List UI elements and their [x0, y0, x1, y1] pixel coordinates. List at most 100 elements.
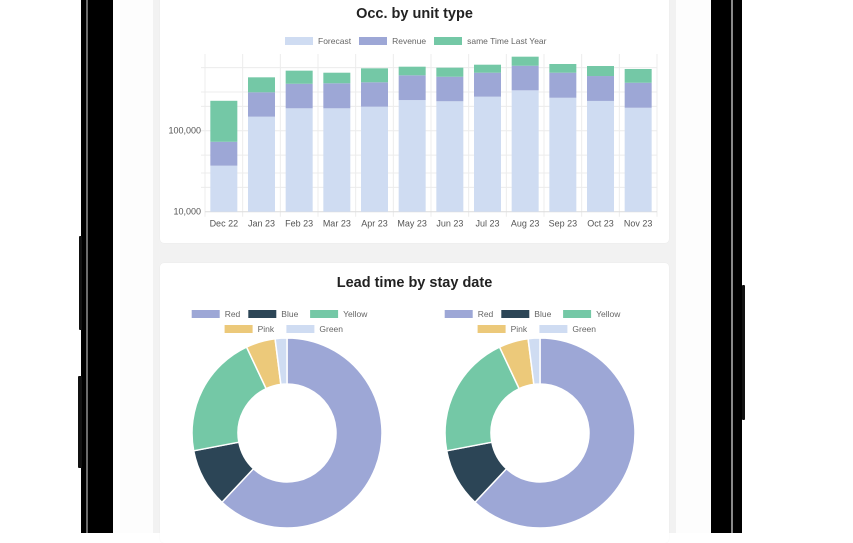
legend-label: Yellow	[343, 309, 368, 319]
bar-revenue-1[interactable]	[248, 92, 275, 117]
legend-swatch	[444, 310, 473, 318]
legend-item[interactable]: Red	[191, 309, 241, 319]
bar-revenue-6[interactable]	[436, 76, 464, 102]
bar-revenue-0[interactable]	[210, 141, 238, 166]
x-tick-label: Jun 23	[436, 219, 463, 229]
x-tick-label: Nov 23	[624, 219, 653, 229]
donut-slice-green[interactable]	[274, 337, 288, 386]
legend-label: Forecast	[318, 36, 352, 46]
legend-item[interactable]: Green	[286, 324, 343, 334]
legend-swatch	[539, 325, 568, 333]
bar-last-year-9[interactable]	[549, 63, 577, 73]
bar-revenue-3[interactable]	[323, 83, 351, 109]
legend-swatch	[286, 325, 315, 333]
legend-item[interactable]: Yellow	[563, 309, 621, 319]
bar-forecast-9[interactable]	[549, 97, 577, 212]
x-tick-label: Dec 22	[210, 219, 239, 229]
bar-last-year-2[interactable]	[285, 70, 313, 84]
legend-label: same Time Last Year	[467, 36, 547, 46]
x-tick-label: May 23	[397, 219, 427, 229]
lead-time-chart-card: Lead time by stay date Red Blue Yellow Pink…	[160, 263, 669, 543]
legend-label: Pink	[258, 324, 275, 334]
legend-swatch	[285, 37, 313, 45]
bar-last-year-4[interactable]	[361, 68, 388, 83]
bar-forecast-1[interactable]	[248, 116, 275, 212]
legend-swatch	[359, 37, 388, 45]
phone-bezel-right	[711, 0, 742, 533]
bar-last-year-7[interactable]	[474, 64, 501, 73]
bar-last-year-1[interactable]	[248, 77, 275, 93]
legend-label: Red	[478, 309, 494, 319]
chart-title: Lead time by stay date	[336, 275, 493, 291]
legend-swatch	[310, 310, 339, 318]
donut-chart-2: Red Blue Yellow Pink Green	[444, 309, 636, 529]
legend-label: Green	[319, 324, 343, 334]
donut-chart-1: Red Blue Yellow Pink Green	[191, 309, 383, 529]
x-tick-label: Feb 23	[285, 219, 313, 229]
bar-revenue-4[interactable]	[361, 82, 388, 107]
bar-revenue-11[interactable]	[624, 82, 652, 108]
bar-revenue-5[interactable]	[398, 75, 426, 101]
legend-swatch	[501, 310, 530, 318]
bar-forecast-6[interactable]	[436, 101, 464, 212]
x-tick-label: Jan 23	[248, 219, 275, 229]
donut-slice-green[interactable]	[527, 337, 541, 386]
x-tick-label: Mar 23	[323, 219, 351, 229]
bar-forecast-0[interactable]	[210, 165, 238, 212]
bar-last-year-5[interactable]	[398, 66, 426, 76]
legend-item[interactable]: Forecast	[285, 36, 351, 46]
legend-item[interactable]: Blue	[248, 309, 299, 319]
bar-forecast-8[interactable]	[511, 90, 539, 212]
bar-forecast-5[interactable]	[398, 100, 426, 212]
legend-swatch	[224, 325, 253, 333]
legend-item[interactable]: Pink	[477, 324, 528, 334]
grid-lines	[201, 54, 658, 217]
bar-forecast-11[interactable]	[624, 107, 652, 212]
phone-volume-down-button	[78, 376, 82, 468]
legend-item[interactable]: Yellow	[310, 309, 368, 319]
legend-swatch	[563, 310, 592, 318]
legend-label: Pink	[511, 324, 528, 334]
bar-chart-legend: Forecast Revenue same Time Last Year	[285, 36, 555, 46]
bar-last-year-11[interactable]	[624, 68, 652, 83]
x-tick-label: Aug 23	[511, 219, 540, 229]
bar-revenue-7[interactable]	[474, 72, 501, 97]
bar-forecast-4[interactable]	[361, 106, 388, 212]
legend-item[interactable]: Revenue	[359, 36, 426, 46]
bar-revenue-8[interactable]	[511, 65, 539, 91]
legend-item[interactable]: Blue	[501, 309, 552, 319]
legend-item[interactable]: Pink	[224, 324, 275, 334]
legend-label: Yellow	[596, 309, 621, 319]
y-tick-label: 10,000	[173, 207, 201, 217]
bar-last-year-8[interactable]	[511, 56, 539, 66]
lead-time-donut-charts: Red Blue Yellow Pink Green Red Blue Yellow Pink G…	[191, 309, 636, 529]
bar-revenue-2[interactable]	[285, 83, 313, 109]
legend-swatch	[434, 37, 463, 45]
legend-item[interactable]: same Time Last Year	[434, 36, 547, 46]
bar-forecast-3[interactable]	[323, 108, 351, 212]
bar-revenue-10[interactable]	[587, 76, 614, 101]
chart-title: Occ. by unit type	[356, 6, 473, 22]
bar-last-year-0[interactable]	[210, 100, 238, 142]
legend-label: Red	[225, 309, 241, 319]
bar-forecast-10[interactable]	[587, 100, 614, 212]
legend-item[interactable]: Green	[539, 324, 596, 334]
bar-last-year-10[interactable]	[587, 66, 614, 77]
bar-last-year-3[interactable]	[323, 72, 351, 84]
legend-item[interactable]: Red	[444, 309, 494, 319]
bar-forecast-2[interactable]	[285, 108, 313, 212]
bar-revenue-9[interactable]	[549, 72, 577, 98]
x-tick-label: Sep 23	[549, 219, 578, 229]
x-tick-label: Apr 23	[361, 219, 388, 229]
occupancy-chart-card: Occ. by unit type Forecast Revenue same Ti…	[160, 0, 669, 243]
bar-last-year-6[interactable]	[436, 67, 464, 77]
legend-label: Blue	[534, 309, 551, 319]
y-tick-label: 100,000	[168, 126, 201, 136]
legend-swatch	[248, 310, 277, 318]
donut-slice-red[interactable]	[473, 337, 636, 529]
bar-forecast-7[interactable]	[474, 96, 501, 212]
legend-label: Blue	[281, 309, 298, 319]
donut-slice-red[interactable]	[220, 337, 383, 529]
phone-volume-up-button	[79, 236, 82, 330]
phone-bezel-left	[81, 0, 113, 533]
